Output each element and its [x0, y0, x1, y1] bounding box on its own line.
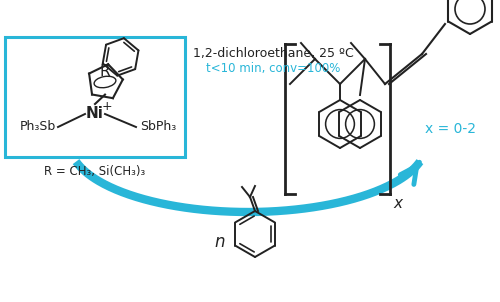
Text: n: n [214, 233, 225, 251]
Text: 1,2-dichloroethane, 25 ºC: 1,2-dichloroethane, 25 ºC [192, 47, 354, 60]
Text: +: + [102, 101, 112, 114]
Text: x = 0-2: x = 0-2 [425, 122, 476, 136]
Text: R = CH₃, Si(CH₃)₃: R = CH₃, Si(CH₃)₃ [44, 165, 146, 178]
Text: Ni: Ni [86, 107, 104, 121]
Text: t<10 min, conv=100%: t<10 min, conv=100% [206, 62, 340, 75]
FancyBboxPatch shape [5, 37, 185, 157]
Text: R: R [99, 64, 110, 79]
Text: x: x [393, 196, 402, 211]
Text: SbPh₃: SbPh₃ [140, 120, 176, 133]
Text: Ph₃Sb: Ph₃Sb [20, 120, 56, 133]
